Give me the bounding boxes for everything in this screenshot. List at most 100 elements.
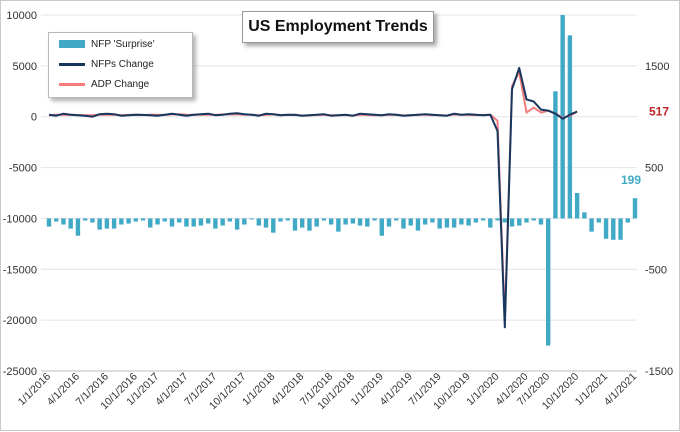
y-left-tick-label: -15000 bbox=[3, 264, 37, 276]
bar bbox=[307, 218, 312, 231]
bar bbox=[119, 218, 124, 225]
chart-legend: NFP 'Surprise' NFPs Change ADP Change bbox=[48, 32, 193, 98]
bar bbox=[220, 218, 225, 226]
bar bbox=[430, 218, 435, 223]
bar bbox=[480, 218, 486, 221]
y-left-tick-label: -5000 bbox=[9, 163, 37, 175]
bar bbox=[271, 218, 276, 233]
bar bbox=[611, 218, 616, 240]
bar bbox=[502, 218, 507, 223]
bar bbox=[372, 218, 377, 221]
legend-swatch-nfp bbox=[59, 62, 85, 66]
bar bbox=[365, 218, 370, 227]
bar bbox=[524, 218, 529, 223]
bar bbox=[488, 218, 493, 228]
bar bbox=[379, 218, 384, 236]
bar bbox=[234, 218, 240, 230]
nfp-line bbox=[48, 66, 578, 329]
bar bbox=[357, 218, 363, 226]
bar bbox=[54, 218, 59, 222]
bar bbox=[386, 218, 392, 227]
bar bbox=[213, 218, 218, 229]
bar bbox=[126, 218, 131, 224]
bar bbox=[582, 212, 587, 219]
bar bbox=[343, 218, 348, 225]
bar bbox=[97, 218, 102, 230]
bar bbox=[394, 218, 399, 221]
bar bbox=[625, 218, 630, 223]
bar bbox=[589, 218, 594, 232]
bar bbox=[422, 218, 428, 225]
bar bbox=[538, 218, 544, 225]
bar bbox=[198, 218, 204, 226]
bar bbox=[46, 218, 52, 227]
bar bbox=[350, 218, 356, 224]
y-left-tick-label: 10000 bbox=[6, 10, 37, 22]
bar bbox=[75, 218, 81, 236]
bar bbox=[90, 218, 95, 223]
bar bbox=[177, 218, 182, 223]
annotation-label: 199 bbox=[621, 173, 641, 187]
bar bbox=[567, 35, 573, 219]
bar bbox=[336, 218, 341, 232]
bar bbox=[169, 218, 175, 227]
bar bbox=[401, 218, 406, 229]
bar bbox=[459, 218, 464, 225]
bar bbox=[574, 193, 580, 219]
legend-item-adp: ADP Change bbox=[59, 77, 149, 91]
y-left-tick-label: -25000 bbox=[3, 366, 37, 378]
bar bbox=[227, 218, 233, 222]
y-left-tick-label: 0 bbox=[31, 112, 37, 124]
bar bbox=[632, 198, 638, 219]
bar bbox=[473, 218, 479, 223]
y-left-tick-label: 5000 bbox=[13, 61, 37, 73]
bar bbox=[466, 218, 471, 226]
adp-line bbox=[48, 71, 578, 322]
chart-title: US Employment Trends bbox=[242, 11, 434, 43]
bar bbox=[256, 218, 262, 226]
bar bbox=[321, 218, 327, 221]
bar bbox=[437, 218, 442, 229]
legend-swatch-adp bbox=[59, 82, 85, 86]
legend-swatch-surprise bbox=[59, 40, 85, 48]
x-tick-label: 4/1/2021 bbox=[602, 371, 639, 408]
bar bbox=[184, 218, 189, 227]
bar bbox=[263, 218, 269, 228]
bar bbox=[111, 218, 117, 229]
bar bbox=[133, 218, 139, 222]
y-right-tick-label: -500 bbox=[645, 264, 667, 276]
bar bbox=[415, 218, 421, 231]
bar bbox=[509, 218, 515, 227]
legend-item-nfp: NFPs Change bbox=[59, 57, 154, 71]
bar bbox=[531, 218, 536, 221]
bar bbox=[278, 218, 283, 222]
y-right-tick-label: 500 bbox=[645, 163, 663, 175]
bar bbox=[444, 218, 450, 228]
y-right-tick-label: 1500 bbox=[645, 61, 669, 73]
bar bbox=[495, 218, 500, 221]
bar bbox=[314, 218, 319, 227]
annotation-label: 517 bbox=[649, 105, 669, 119]
bar bbox=[148, 218, 153, 228]
bar bbox=[553, 91, 558, 219]
bar bbox=[82, 218, 88, 221]
bar bbox=[596, 218, 602, 223]
legend-label-adp: ADP Change bbox=[91, 78, 150, 90]
bar bbox=[300, 218, 305, 228]
y-left-tick-label: -20000 bbox=[3, 315, 37, 327]
bar bbox=[545, 218, 551, 346]
bar bbox=[408, 218, 413, 226]
bar bbox=[292, 218, 298, 231]
y-right-tick-label: -1500 bbox=[645, 366, 673, 378]
y-left-tick-label: -10000 bbox=[3, 213, 37, 225]
bar bbox=[285, 218, 290, 221]
bar bbox=[328, 218, 334, 225]
legend-item-surprise: NFP 'Surprise' bbox=[59, 37, 155, 51]
bar bbox=[162, 218, 167, 222]
legend-label-nfp: NFPs Change bbox=[91, 58, 154, 70]
bar bbox=[618, 218, 623, 240]
bar bbox=[603, 218, 609, 239]
bar bbox=[61, 218, 66, 225]
